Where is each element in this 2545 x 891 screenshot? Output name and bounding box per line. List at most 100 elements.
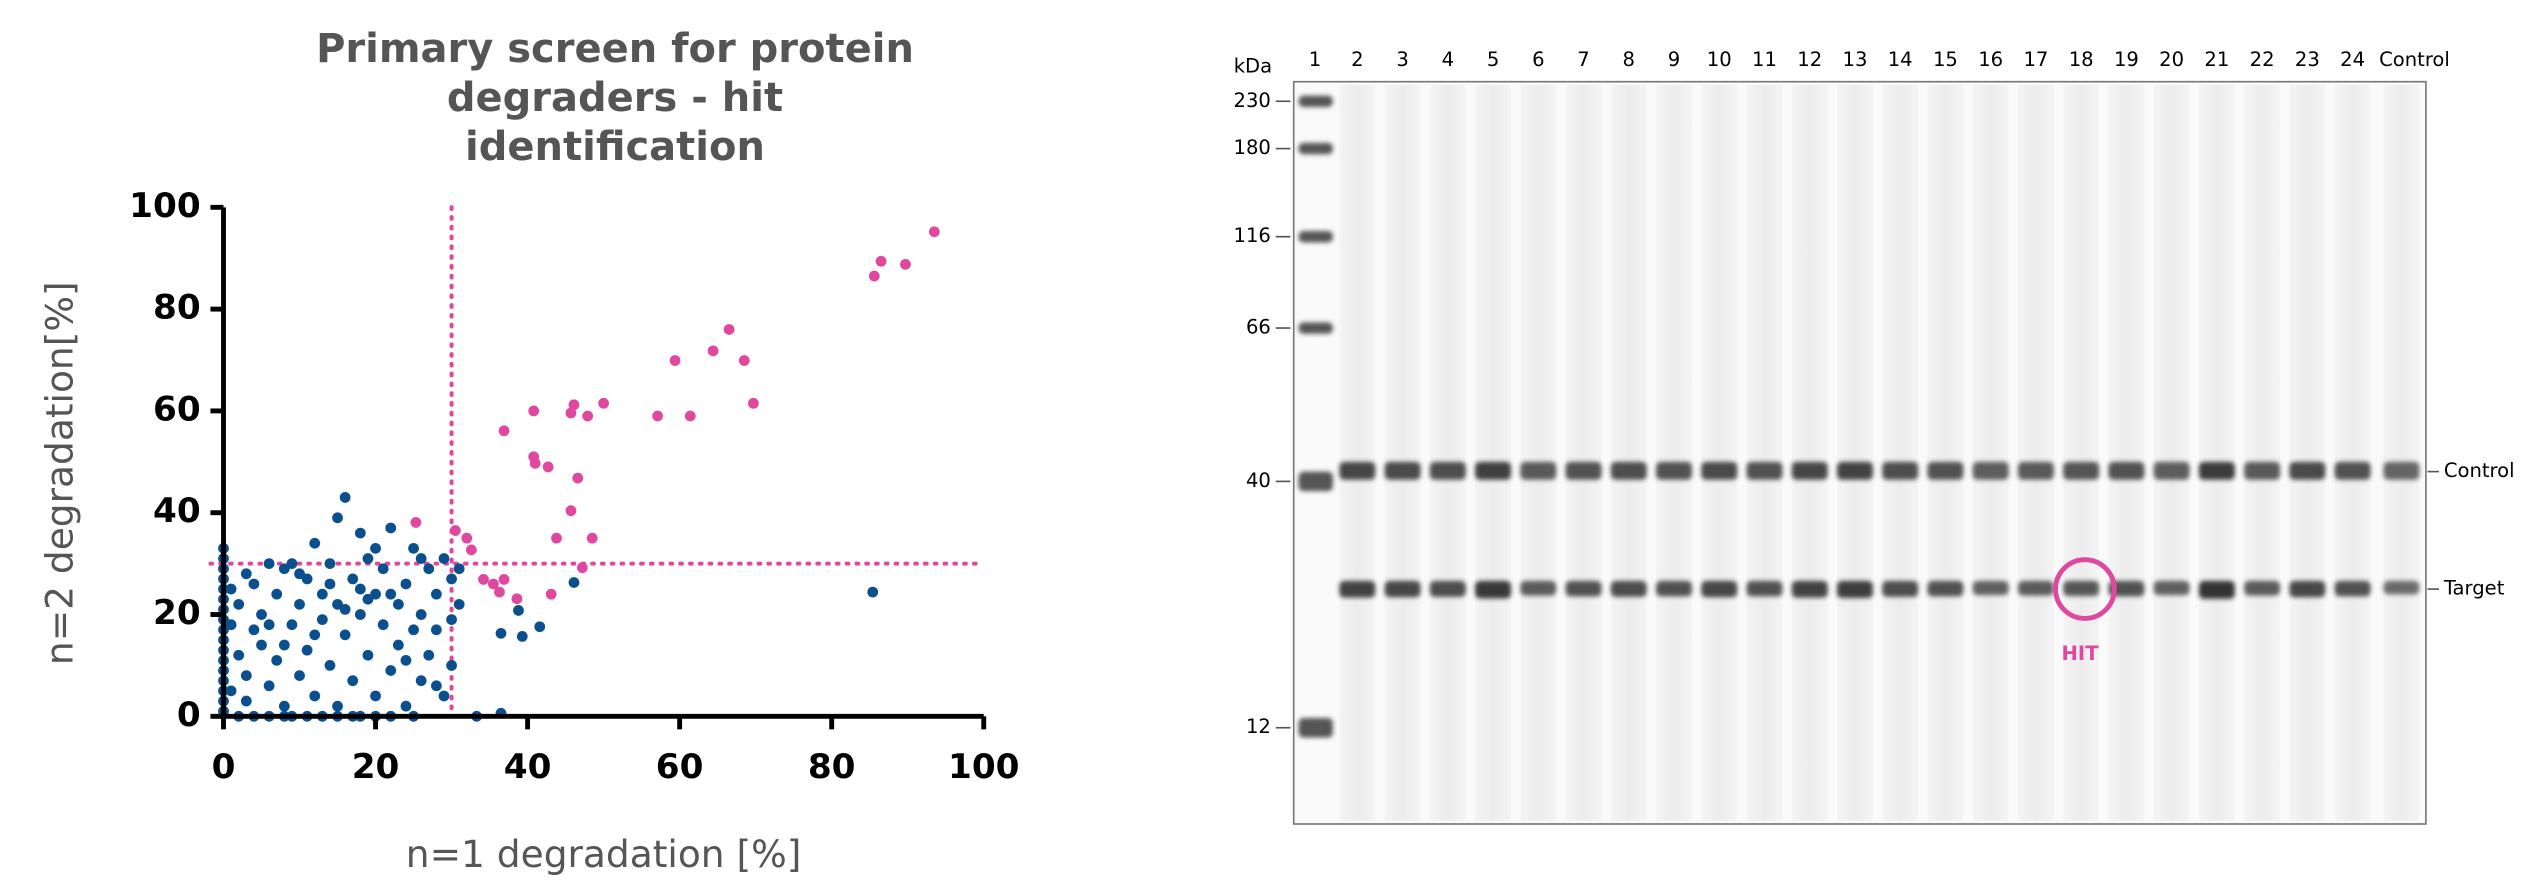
lane-label: 21 [2204,48,2229,71]
lane-label: 24 [2340,48,2365,71]
lane-label: 18 [2069,48,2094,71]
data-point [446,614,457,625]
data-point [363,650,374,661]
target-band [2018,581,2054,596]
data-point [577,562,588,573]
hit-label: HIT [2062,642,2100,665]
lane [2108,85,2144,821]
target-band [2244,581,2280,596]
data-point [494,587,505,598]
lane [1656,85,1692,821]
data-point [226,584,237,595]
data-point [249,579,260,590]
ladder-band [1299,231,1333,242]
ladder-band [1299,96,1333,107]
data-point [598,398,609,409]
data-point [685,411,696,422]
target-band [1611,581,1647,597]
band-label: Target [2443,577,2505,600]
x-tick-label: 0 [212,747,236,787]
control-band [1747,462,1783,480]
control-band [1566,462,1602,480]
control-band [1339,462,1375,480]
data-point [340,604,351,615]
marker-label: 40 [1246,469,1271,492]
data-point [454,563,465,574]
control-band [1837,462,1873,480]
lane-label: 11 [1752,48,1777,71]
data-point [249,624,260,635]
data-point [355,584,366,595]
lane [2335,85,2371,821]
target-band [1430,581,1466,597]
data-point [347,675,358,686]
data-point [512,593,523,604]
marker-label: 12 [1246,715,1271,738]
data-point [867,587,878,598]
lane-label: 13 [1843,48,1868,71]
data-point [401,579,412,590]
target-band [1339,581,1375,598]
lane [1566,85,1602,821]
lane [1611,85,1647,821]
lane-label: 4 [1442,48,1454,71]
data-point [233,599,244,610]
data-point [566,505,577,516]
target-band [1927,581,1963,596]
lane [2289,85,2325,821]
lane [2244,85,2280,821]
ladder-band [1299,718,1333,738]
data-point [226,619,237,630]
data-point [385,665,396,676]
data-point [309,629,320,640]
control-band [1520,462,1556,480]
lane [2063,85,2099,821]
data-point [461,533,472,544]
data-point [530,458,541,469]
gel-unit: kDa [1234,55,1272,78]
data-point [271,655,282,666]
data-point [724,324,735,335]
control-band [2289,462,2325,480]
lane [1520,85,1556,821]
lane-label: 1 [1309,48,1321,71]
data-point [410,517,421,528]
target-band [2154,581,2190,595]
data-point [869,271,880,282]
data-point [256,640,267,651]
target-band [2289,581,2325,597]
target-band [1385,581,1421,597]
control-band [2244,462,2280,480]
data-point [423,650,434,661]
band-label: Control [2444,459,2515,482]
lane [1339,85,1375,821]
data-point [271,589,282,600]
data-point [287,619,298,630]
data-point [543,462,554,473]
data-point [423,563,434,574]
control-band [2018,462,2054,480]
data-point [325,660,336,671]
data-point [431,624,442,635]
data-point [572,473,583,484]
data-point [256,609,267,620]
lane [1475,85,1511,821]
data-point [408,624,419,635]
x-axis-label: n=1 degradation [%] [406,832,802,876]
control-band [1927,462,1963,480]
lane-label: 15 [1933,48,1958,71]
data-point [302,645,313,656]
target-band [1882,581,1918,597]
control-band [1656,462,1692,480]
data-point [439,691,450,702]
data-point [226,685,237,696]
target-band [1747,581,1783,596]
data-point [587,533,598,544]
data-point [355,528,366,539]
data-point [363,553,374,564]
data-point [546,589,557,600]
lane-label: 3 [1396,48,1408,71]
lane-label: 20 [2159,48,2184,71]
target-band [1475,581,1511,599]
data-point [876,256,887,267]
